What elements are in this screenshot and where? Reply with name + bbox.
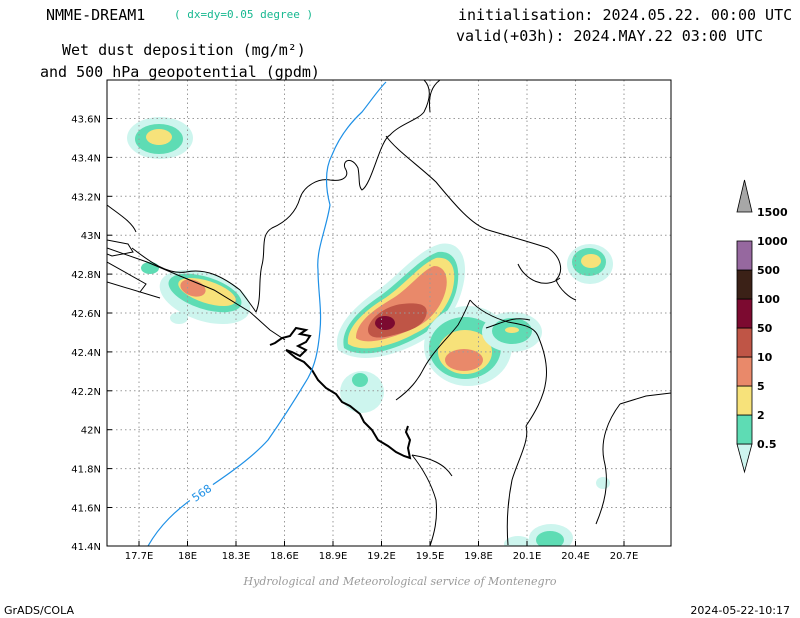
legend-swatch <box>736 269 753 300</box>
lon-label: 19.5E <box>416 551 445 562</box>
legend-swatch <box>736 414 753 445</box>
lat-label: 42.6N <box>71 309 101 320</box>
legend-swatch <box>736 327 753 358</box>
lon-label: 19.8E <box>464 551 493 562</box>
credit-line: Hydrological and Meteorological service … <box>243 575 557 588</box>
lon-label: 18.6E <box>270 551 299 562</box>
lon-label: 19.2E <box>367 551 396 562</box>
legend-swatch <box>736 298 753 329</box>
lat-label: 42.4N <box>71 348 101 359</box>
legend-label: 100 <box>757 293 780 306</box>
lon-label: 17.7E <box>125 551 154 562</box>
legend-label: 50 <box>757 322 773 335</box>
legend-swatch <box>736 179 753 213</box>
legend-label: 1000 <box>757 235 788 248</box>
color-legend: 0.5 2 5 10 50 100 500 1000 1500 <box>736 179 788 474</box>
lat-label: 43N <box>81 231 101 242</box>
country-borders <box>107 80 671 546</box>
legend-label: 1500 <box>757 206 788 219</box>
resolution-note: ( dx=dy=0.05 degree ) <box>174 8 314 21</box>
legend-swatch <box>736 356 753 387</box>
axis-labels: 17.7E 18E 18.3E 18.6E 18.9E 19.2E 19.5E 19.8E 20… <box>71 115 638 563</box>
lat-label: 42N <box>81 426 101 437</box>
lat-label: 42.8N <box>71 270 101 281</box>
lat-label: 42.2N <box>71 387 101 398</box>
legend-swatch <box>736 240 753 271</box>
legend-label: 500 <box>757 264 780 277</box>
lat-label: 41.8N <box>71 465 101 476</box>
valid-time: valid(+03h): 2024.MAY.22 03:00 UTC <box>456 27 764 45</box>
model-title: NMME-DREAM1 <box>46 6 146 24</box>
software-label: GrADS/COLA <box>4 604 74 617</box>
generation-timestamp: 2024-05-22-10:17 <box>690 604 790 617</box>
lon-label: 18.9E <box>319 551 348 562</box>
legend-swatch <box>736 443 753 474</box>
parameter-title-line1: Wet dust deposition (mg/m²) <box>62 41 306 59</box>
legend-label: 10 <box>757 351 773 364</box>
lon-label: 20.1E <box>513 551 542 562</box>
map-frame <box>106 79 672 547</box>
lon-label: 20.4E <box>561 551 590 562</box>
legend-label: 5 <box>757 380 765 393</box>
lon-label: 20.7E <box>610 551 639 562</box>
lat-label: 43.4N <box>71 153 101 164</box>
legend-label: 2 <box>757 409 765 422</box>
lon-label: 18.3E <box>222 551 251 562</box>
initialisation-time: initialisation: 2024.05.22. 00:00 UTC <box>458 6 793 24</box>
legend-swatch <box>736 385 753 416</box>
legend-label: 0.5 <box>757 438 777 451</box>
lat-label: 41.4N <box>71 542 101 553</box>
lon-label: 18E <box>178 551 197 562</box>
lat-label: 41.6N <box>71 504 101 515</box>
coastline <box>269 326 412 460</box>
lat-label: 43.6N <box>71 115 101 126</box>
lat-label: 43.2N <box>71 192 101 203</box>
parameter-title-line2: and 500 hPa geopotential (gpdm) <box>40 63 320 81</box>
